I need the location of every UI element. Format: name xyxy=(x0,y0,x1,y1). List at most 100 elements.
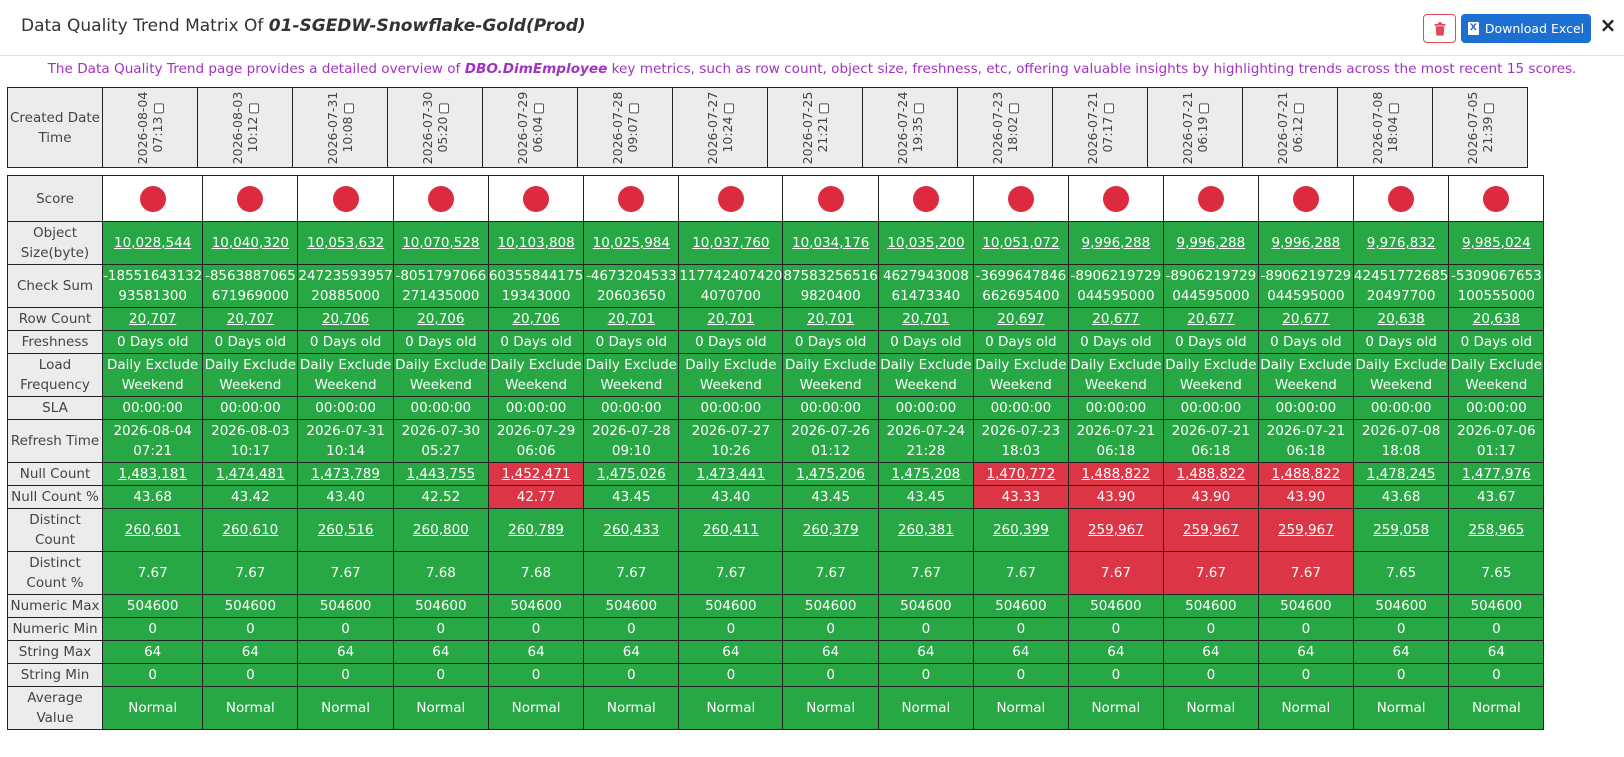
score-status-dot[interactable] xyxy=(618,185,645,212)
metric-value-link[interactable]: 10,070,528 xyxy=(402,235,480,251)
metric-cell[interactable]: 259,967 xyxy=(1162,508,1259,552)
metric-cell[interactable]: 1,475,206 xyxy=(782,462,879,486)
metric-cell[interactable]: 260,800 xyxy=(392,508,489,552)
metric-value-link[interactable]: 259,967 xyxy=(1182,522,1239,538)
metric-value-link[interactable]: 1,488,822 xyxy=(1081,466,1151,482)
metric-value-link[interactable]: 1,475,206 xyxy=(796,466,865,482)
score-status-dot[interactable] xyxy=(1007,185,1034,212)
metric-cell[interactable]: 258,965 xyxy=(1448,508,1545,552)
metric-cell[interactable]: 20,638 xyxy=(1352,307,1450,331)
metric-cell[interactable]: 259,058 xyxy=(1352,508,1450,552)
metric-cell[interactable]: 10,051,072 xyxy=(972,221,1069,265)
metric-cell[interactable]: 1,473,441 xyxy=(678,462,784,486)
metric-cell[interactable]: 10,040,320 xyxy=(202,221,299,265)
column-select-checkbox[interactable] xyxy=(913,102,924,113)
metric-value-link[interactable]: 10,035,200 xyxy=(887,235,965,251)
metric-cell[interactable]: 259,967 xyxy=(1257,508,1354,552)
metric-value-link[interactable]: 260,800 xyxy=(412,522,469,538)
metric-cell[interactable]: 10,070,528 xyxy=(392,221,489,265)
score-status-dot[interactable] xyxy=(1292,185,1319,212)
metric-value-link[interactable]: 20,701 xyxy=(607,311,655,327)
metric-cell[interactable]: 1,470,772 xyxy=(972,462,1069,486)
metric-value-link[interactable]: 10,037,760 xyxy=(692,235,770,251)
metric-value-link[interactable]: 20,638 xyxy=(1377,311,1425,327)
metric-value-link[interactable]: 10,034,176 xyxy=(792,235,870,251)
metric-cell[interactable]: 20,706 xyxy=(392,307,489,331)
metric-cell[interactable]: 10,037,760 xyxy=(678,221,784,265)
metric-cell[interactable]: 9,985,024 xyxy=(1448,221,1545,265)
metric-cell[interactable]: 1,488,822 xyxy=(1162,462,1259,486)
score-status-dot[interactable] xyxy=(1102,185,1129,212)
column-select-checkbox[interactable] xyxy=(628,102,639,113)
metric-value-link[interactable]: 10,051,072 xyxy=(982,235,1060,251)
metric-value-link[interactable]: 20,701 xyxy=(807,311,855,327)
metric-cell[interactable]: 10,035,200 xyxy=(877,221,974,265)
score-status-dot[interactable] xyxy=(1197,185,1224,212)
metric-value-link[interactable]: 1,474,481 xyxy=(216,466,285,482)
metric-cell[interactable]: 260,433 xyxy=(583,508,680,552)
metric-cell[interactable]: 1,452,471 xyxy=(487,462,585,486)
metric-cell[interactable]: 1,473,789 xyxy=(297,462,394,486)
metric-cell[interactable]: 20,677 xyxy=(1067,307,1164,331)
score-status-dot[interactable] xyxy=(523,185,550,212)
metric-value-link[interactable]: 9,996,288 xyxy=(1271,235,1341,251)
column-select-checkbox[interactable] xyxy=(153,102,164,113)
metric-cell[interactable]: 1,443,755 xyxy=(392,462,489,486)
metric-cell[interactable]: 20,707 xyxy=(101,307,204,331)
delete-button[interactable] xyxy=(1423,14,1456,43)
metric-value-link[interactable]: 259,967 xyxy=(1087,522,1144,538)
metric-value-link[interactable]: 260,411 xyxy=(702,522,759,538)
metric-cell[interactable]: 1,475,208 xyxy=(877,462,974,486)
metric-cell[interactable]: 20,677 xyxy=(1162,307,1259,331)
metric-cell[interactable]: 20,701 xyxy=(877,307,974,331)
metric-cell[interactable]: 9,976,832 xyxy=(1352,221,1450,265)
column-select-checkbox[interactable] xyxy=(438,102,449,113)
metric-value-link[interactable]: 260,516 xyxy=(317,522,374,538)
column-select-checkbox[interactable] xyxy=(818,102,829,113)
metric-value-link[interactable]: 20,707 xyxy=(129,311,177,327)
metric-value-link[interactable]: 1,475,026 xyxy=(596,466,666,482)
metric-value-link[interactable]: 259,058 xyxy=(1373,522,1430,538)
metric-value-link[interactable]: 9,996,288 xyxy=(1176,235,1246,251)
metric-value-link[interactable]: 10,053,632 xyxy=(306,235,385,251)
metric-value-link[interactable]: 20,638 xyxy=(1472,311,1520,327)
column-select-checkbox[interactable] xyxy=(1483,102,1494,113)
metric-value-link[interactable]: 1,473,789 xyxy=(311,466,380,482)
metric-cell[interactable]: 9,996,288 xyxy=(1067,221,1164,265)
metric-value-link[interactable]: 20,677 xyxy=(1187,311,1235,327)
metric-value-link[interactable]: 20,677 xyxy=(1092,311,1140,327)
column-select-checkbox[interactable] xyxy=(533,102,544,113)
metric-value-link[interactable]: 259,967 xyxy=(1277,522,1334,538)
metric-cell[interactable]: 20,638 xyxy=(1448,307,1545,331)
metric-value-link[interactable]: 260,789 xyxy=(508,522,564,538)
metric-cell[interactable]: 1,488,822 xyxy=(1257,462,1354,486)
score-status-dot[interactable] xyxy=(427,185,454,212)
score-status-dot[interactable] xyxy=(139,185,166,212)
metric-value-link[interactable]: 10,025,984 xyxy=(592,235,670,251)
metric-cell[interactable]: 20,701 xyxy=(782,307,879,331)
metric-cell[interactable]: 260,610 xyxy=(202,508,299,552)
score-status-dot[interactable] xyxy=(817,185,844,212)
column-select-checkbox[interactable] xyxy=(1198,102,1209,113)
metric-cell[interactable]: 10,025,984 xyxy=(583,221,680,265)
metric-cell[interactable]: 1,474,481 xyxy=(202,462,299,486)
metric-value-link[interactable]: 20,706 xyxy=(321,311,370,327)
metric-value-link[interactable]: 10,103,808 xyxy=(497,235,575,251)
metric-value-link[interactable]: 1,452,471 xyxy=(501,466,571,482)
column-select-checkbox[interactable] xyxy=(1293,102,1304,113)
metric-value-link[interactable]: 1,478,245 xyxy=(1366,466,1436,482)
metric-cell[interactable]: 10,053,632 xyxy=(297,221,394,265)
column-select-checkbox[interactable] xyxy=(1103,102,1114,113)
column-select-checkbox[interactable] xyxy=(248,102,259,113)
score-status-dot[interactable] xyxy=(717,185,744,212)
metric-cell[interactable]: 1,483,181 xyxy=(101,462,204,486)
metric-cell[interactable]: 20,677 xyxy=(1257,307,1354,331)
metric-value-link[interactable]: 20,706 xyxy=(417,311,465,327)
score-status-dot[interactable] xyxy=(332,185,359,212)
metric-cell[interactable]: 20,707 xyxy=(202,307,299,331)
metric-cell[interactable]: 260,381 xyxy=(877,508,974,552)
metric-value-link[interactable]: 9,976,832 xyxy=(1366,235,1436,251)
column-select-checkbox[interactable] xyxy=(343,102,354,113)
metric-cell[interactable]: 1,488,822 xyxy=(1067,462,1164,486)
metric-value-link[interactable]: 9,996,288 xyxy=(1081,235,1151,251)
